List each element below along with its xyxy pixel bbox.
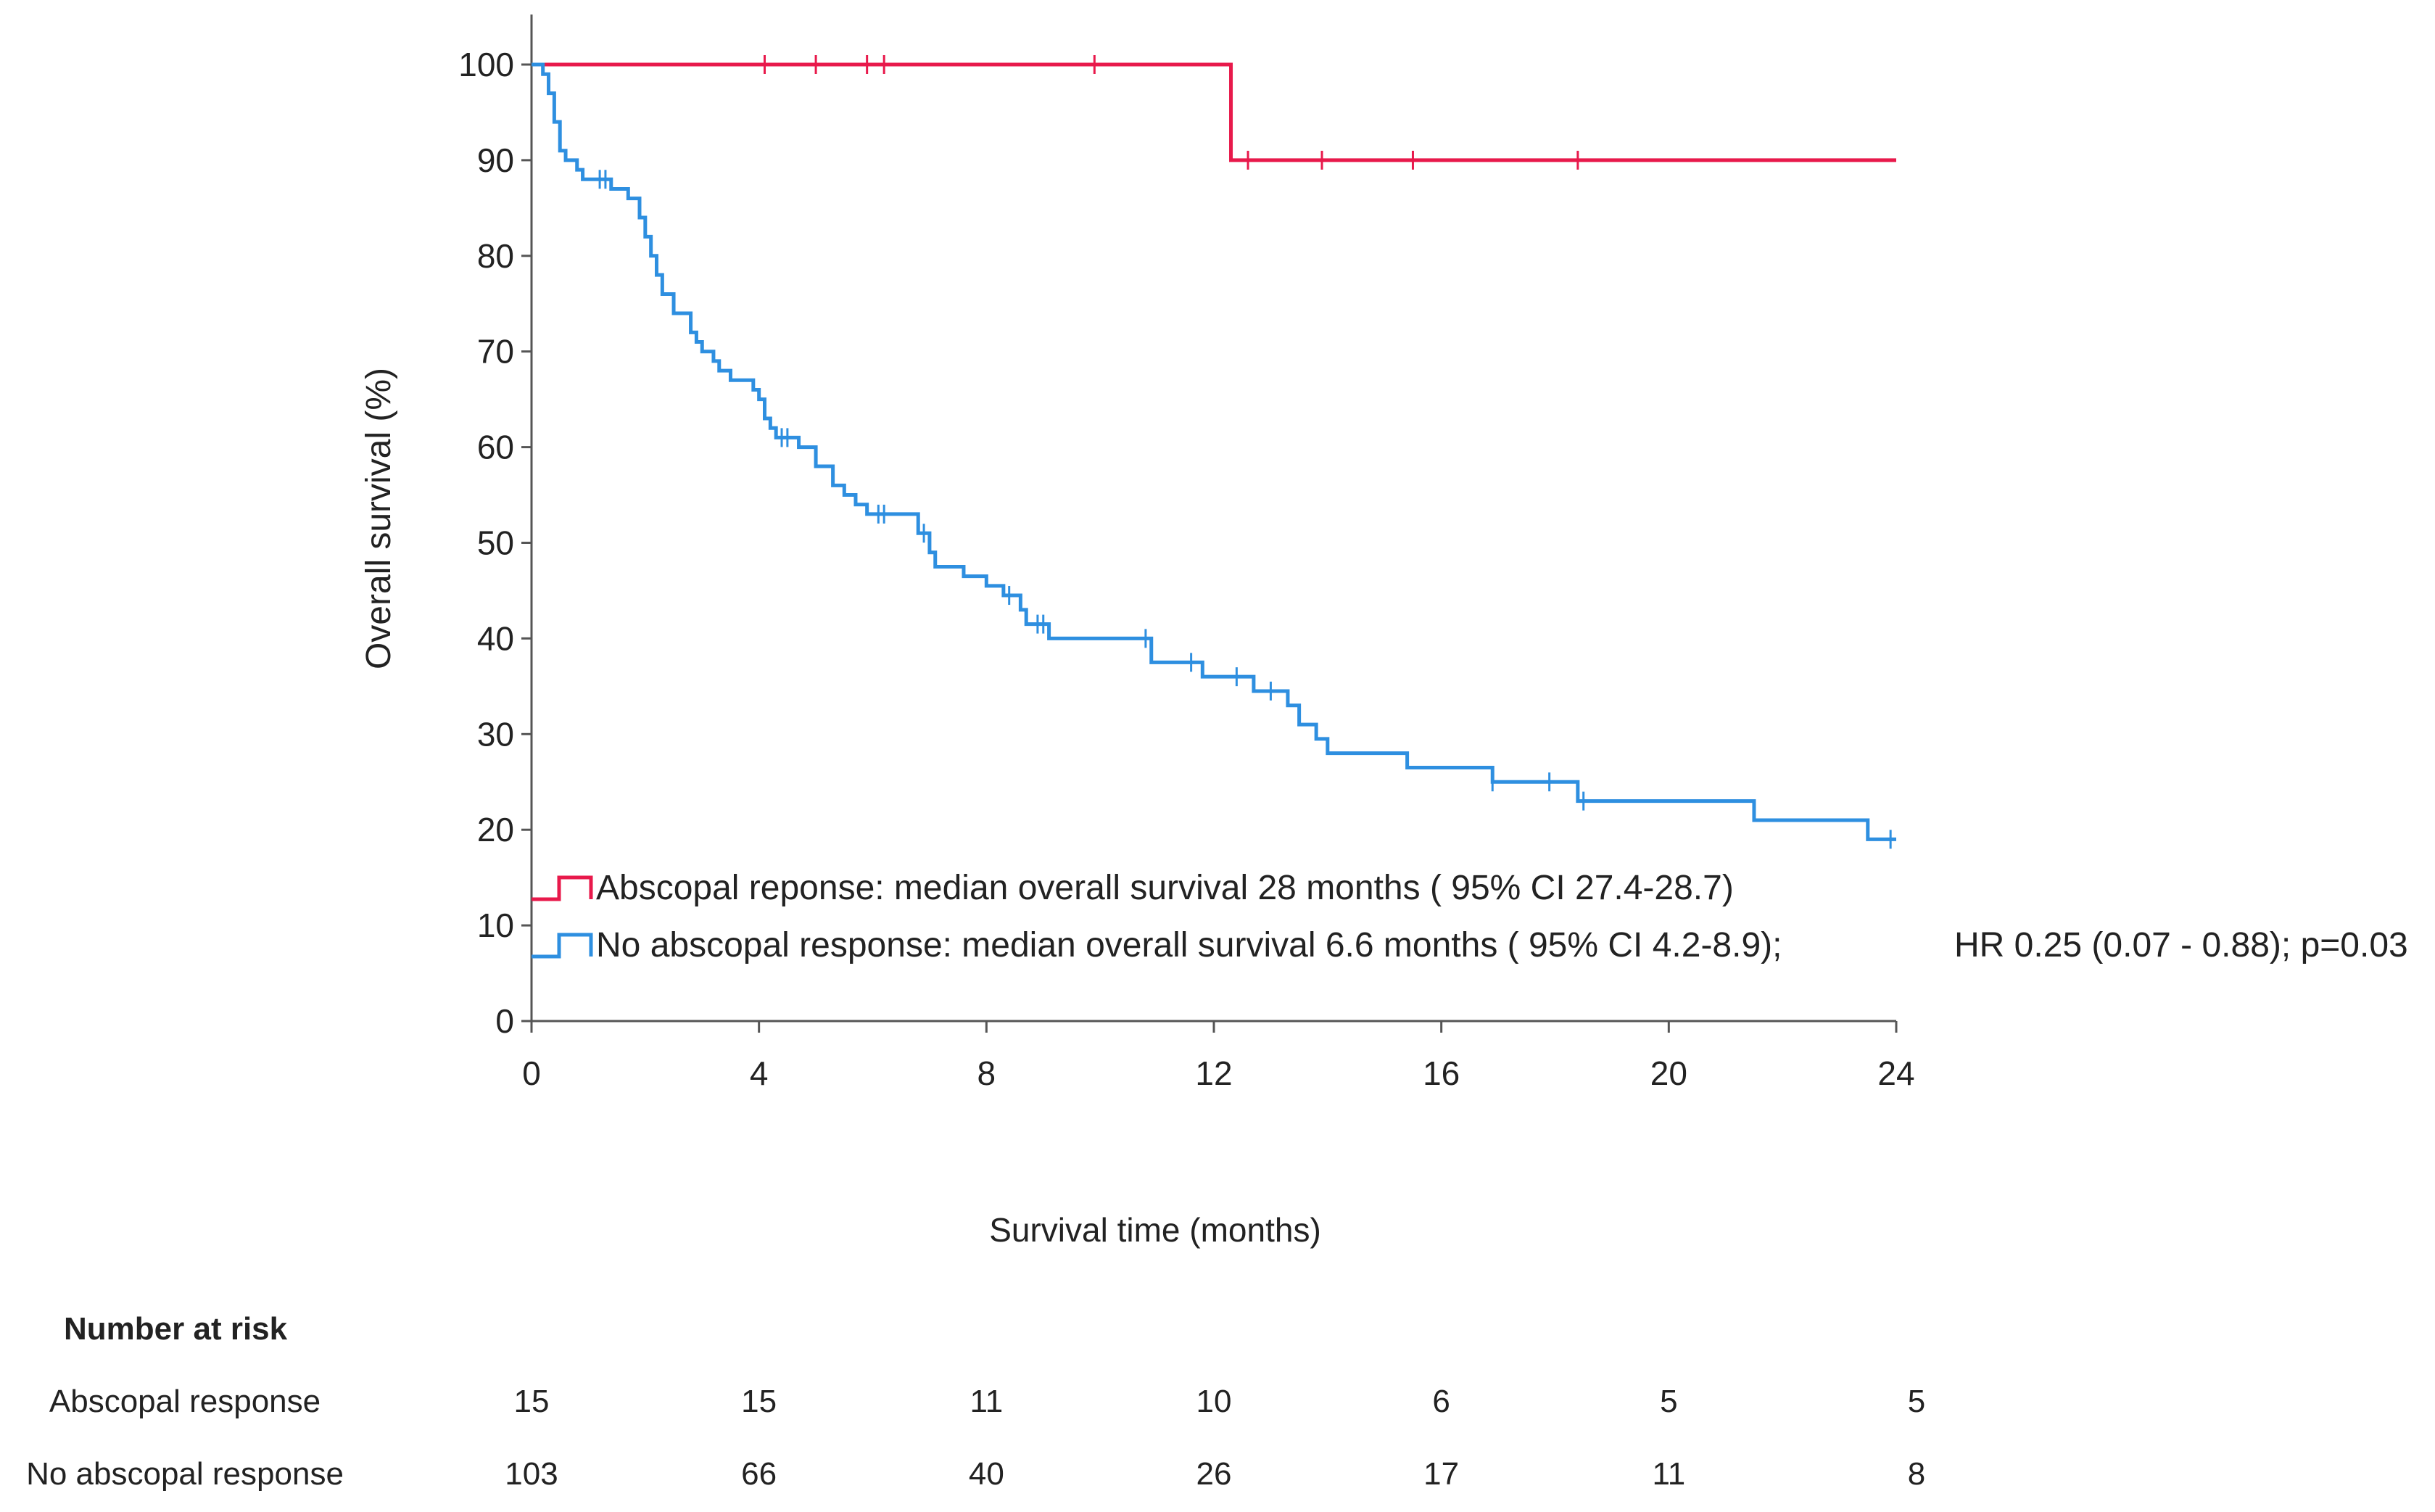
legend-swatch-no-abscopal bbox=[532, 933, 593, 959]
y-tick-label: 60 bbox=[477, 429, 514, 466]
y-tick-label: 100 bbox=[458, 46, 514, 83]
legend-swatch-abscopal bbox=[532, 875, 593, 901]
y-tick-label: 10 bbox=[477, 906, 514, 944]
risk-cell: 17 bbox=[1423, 1456, 1460, 1492]
risk-cell: 6 bbox=[1432, 1384, 1450, 1419]
risk-cell: 5 bbox=[1660, 1384, 1678, 1419]
y-axis-label: Overall survival (%) bbox=[360, 368, 398, 669]
series-line-0 bbox=[532, 62, 1896, 162]
x-tick-label: 8 bbox=[977, 1054, 996, 1092]
risk-cell: 8 bbox=[1907, 1456, 1926, 1492]
y-tick-label: 20 bbox=[477, 811, 514, 848]
x-tick-label: 0 bbox=[522, 1054, 541, 1092]
y-tick-label: 70 bbox=[477, 333, 514, 371]
risk-cell: 15 bbox=[513, 1384, 550, 1419]
x-tick-label: 12 bbox=[1195, 1054, 1232, 1092]
hazard-ratio-annotation: HR 0.25 (0.07 - 0.88); p=0.03 bbox=[1954, 926, 2408, 964]
chart-series bbox=[532, 55, 1896, 849]
x-tick-label: 16 bbox=[1423, 1054, 1460, 1092]
y-tick-label: 30 bbox=[477, 715, 514, 753]
y-tick-label: 90 bbox=[477, 141, 514, 179]
risk-cell: 15 bbox=[741, 1384, 777, 1419]
risk-cell: 11 bbox=[1652, 1456, 1686, 1492]
risk-cell: 5 bbox=[1907, 1384, 1926, 1419]
risk-cell: 10 bbox=[1196, 1384, 1232, 1419]
risk-cell: 40 bbox=[968, 1456, 1004, 1492]
series-line-1 bbox=[532, 62, 1896, 841]
risk-cell: 26 bbox=[1196, 1456, 1232, 1492]
x-axis-label: Survival time (months) bbox=[989, 1211, 1321, 1249]
x-tick-label: 20 bbox=[1650, 1054, 1687, 1092]
risk-cell: 103 bbox=[505, 1456, 558, 1492]
risk-cell: 11 bbox=[970, 1384, 1004, 1419]
legend-label-no-abscopal: No abscopal response: median overall sur… bbox=[596, 926, 1782, 964]
risk-cell: 66 bbox=[741, 1456, 777, 1492]
risk-row-label-abscopal: Abscopal response bbox=[49, 1384, 321, 1419]
chart-legend: Abscopal reponse: median overall surviva… bbox=[532, 869, 2408, 964]
y-tick-label: 0 bbox=[495, 1002, 514, 1040]
chart-axes: 0 10 20 30 40 50 60 70 80 90 100 0 4 8 12 16 20 24 bbox=[458, 15, 1915, 1092]
risk-table-title: Number at risk bbox=[64, 1311, 288, 1347]
y-tick-label: 40 bbox=[477, 619, 514, 657]
x-tick-label: 24 bbox=[1877, 1054, 1914, 1092]
legend-label-abscopal: Abscopal reponse: median overall surviva… bbox=[596, 869, 1734, 907]
y-tick-label: 80 bbox=[477, 237, 514, 275]
x-tick-label: 4 bbox=[750, 1054, 769, 1092]
y-tick-label: 50 bbox=[477, 524, 514, 562]
risk-row-label-no-abscopal: No abscopal response bbox=[26, 1456, 344, 1492]
